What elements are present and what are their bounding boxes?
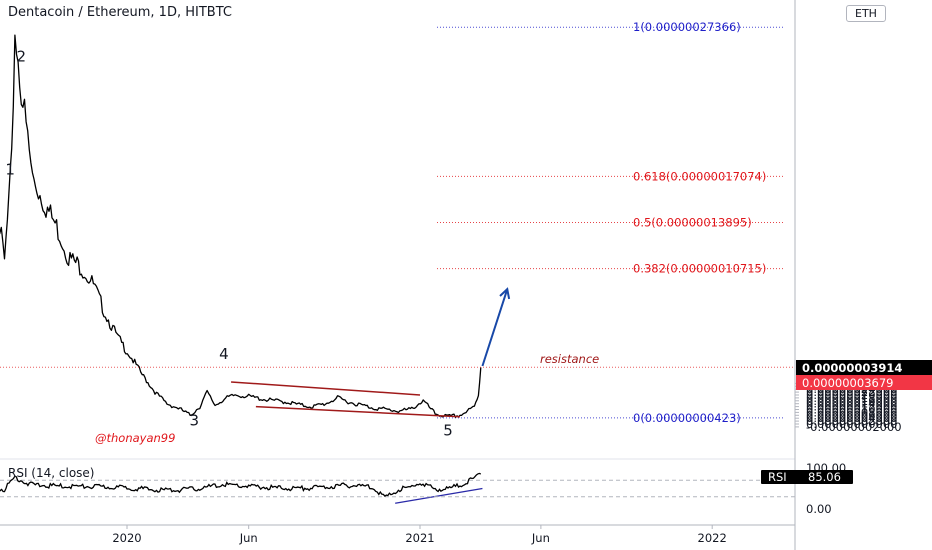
fib-level-label: 1(0.00000027366) xyxy=(633,20,741,34)
fib-level-label: 0.382(0.00000010715) xyxy=(633,262,766,276)
price-series xyxy=(0,34,482,418)
price-axis-tick-label: 0.00000010000 xyxy=(806,403,897,417)
watermark: @thonayan99 xyxy=(95,431,175,445)
time-axis-tick-label: Jun xyxy=(239,531,258,545)
price-axis-tick-label: 0.00000002000 xyxy=(806,414,897,428)
price-axis-tick-label: 0.00000020000 xyxy=(806,388,897,402)
price-axis-tick-label: 0.00000014000 xyxy=(806,397,897,411)
fib-level-label: 0.5(0.00000013895) xyxy=(633,216,752,230)
rsi-axis-tick-label: 0.00 xyxy=(806,502,832,516)
drawings-layer[interactable]: resistance 1 2 3 4 5 @thonayan99 xyxy=(0,48,795,504)
rsi-badge-value: 85.06 xyxy=(808,470,841,484)
price-axis-tick-label: 0.00000016000 xyxy=(806,394,897,408)
rsi-title: RSI (14, close) xyxy=(8,466,95,480)
fib-level-label: 0(0.00000000423) xyxy=(633,411,741,425)
rsi-badge-label: RSI xyxy=(768,470,787,484)
resistance-label: resistance xyxy=(540,352,599,366)
rsi-divergence-line[interactable] xyxy=(395,487,483,504)
price-line xyxy=(0,34,482,418)
last-price-tag: 0.00000003914 xyxy=(802,361,902,375)
price-axis-tick-label: 0.00000006000 xyxy=(806,408,897,422)
price-axis-tick-label: 0.00000018000 xyxy=(806,391,897,405)
price-axis-tick-label: 0.00000000000 xyxy=(806,417,897,431)
last-price-tag-bg xyxy=(796,360,932,375)
projection-arrowhead xyxy=(499,287,511,300)
projection-arrow[interactable] xyxy=(481,288,509,367)
price-axis-tick-label: 0.00000008000 xyxy=(806,405,897,419)
channel-lower-line[interactable] xyxy=(255,405,461,418)
rsi-line xyxy=(0,472,482,497)
previous-price-tag-bg xyxy=(796,375,932,390)
channel-upper-line[interactable] xyxy=(231,381,421,396)
time-axis-tick-label: Jun xyxy=(531,531,550,545)
time-axis-tick-label: 2020 xyxy=(112,531,141,545)
wave-label: 2 xyxy=(17,48,27,66)
rsi-badge-bg xyxy=(761,470,853,484)
wave-label: 5 xyxy=(443,422,453,440)
chart-title: Dentacoin / Ethereum, 1D, HITBTC xyxy=(8,5,232,20)
price-axis-tick-label: 0.00000012000 xyxy=(806,400,897,414)
previous-price-tag: 0.00000003679 xyxy=(802,376,893,390)
wave-label: 1 xyxy=(5,161,15,179)
time-axis-tick-label: 2022 xyxy=(698,531,727,545)
price-axis-tick-label: 0.00000004000 xyxy=(806,411,897,425)
wave-label: 3 xyxy=(189,411,199,429)
time-axis-tick-label: 2021 xyxy=(405,531,434,545)
fibonacci-levels[interactable]: 1(0.00000027366) 0.618(0.00000017074) 0.5(… xyxy=(437,20,785,425)
fib-level-label: 0.618(0.00000017074) xyxy=(633,169,766,183)
price-axis-tick-label: -0.00000002000 xyxy=(806,420,902,434)
wave-label: 4 xyxy=(219,345,229,363)
currency-badge[interactable]: ETH xyxy=(846,5,886,22)
rsi-series xyxy=(0,472,795,498)
